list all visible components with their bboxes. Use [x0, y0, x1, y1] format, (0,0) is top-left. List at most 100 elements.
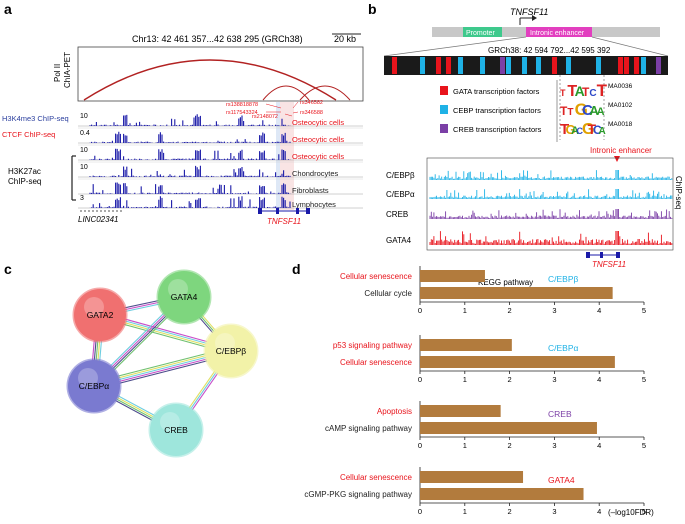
x-tick-label: 3: [552, 441, 556, 450]
x-tick-label: 5: [642, 306, 646, 315]
legend-swatch: [440, 124, 448, 133]
panel-c: c GATA2 GATA4 C/EBPβ C/EBPα CREB: [4, 261, 259, 458]
legend-label: CREB transcription factors: [453, 125, 542, 134]
motif-letter: T: [567, 107, 573, 118]
motif-letter: A: [589, 103, 599, 118]
panel-a: a Chr13: 42 461 357...42 638 295 (GRCh38…: [2, 1, 364, 226]
chip-seq-tracks: 10 Osteocytic cells H3K4me3 ChIP-seq 0.4 Ost…: [2, 113, 363, 209]
tf-track-label: GATA4: [386, 236, 412, 245]
binding-site: [436, 57, 441, 74]
pathway-label: cAMP signaling pathway: [325, 424, 412, 433]
network-nodes: GATA2 GATA4 C/EBPβ C/EBPα CREB: [66, 269, 259, 458]
pathway-label: Cellular senescence: [340, 473, 413, 482]
x-tick-label: 5: [642, 507, 646, 516]
motif-id: MA0018: [608, 121, 633, 128]
x-tick-label: 1: [463, 441, 467, 450]
x-tick-label: 5: [642, 441, 646, 450]
x-tick-label: 0: [418, 507, 422, 516]
tf-track-label: C/EBPβ: [386, 171, 415, 180]
x-tick-label: 0: [418, 306, 422, 315]
x-tick-label: 5: [642, 375, 646, 384]
track-scale: 10: [80, 147, 88, 154]
tf-legend: GATA transcription factors MA0036 CEBP tra…: [440, 83, 633, 134]
scale-bar-label: 20 kb: [334, 34, 356, 44]
motif-letter: C: [577, 126, 584, 136]
motif-letter: G: [582, 121, 594, 138]
enhancer-label: Intronic enhancer: [530, 30, 585, 37]
motif-letter: T: [560, 104, 568, 118]
binding-site: [392, 57, 397, 74]
x-tick-label: 1: [463, 306, 467, 315]
tf-chip-signal: [429, 189, 673, 199]
chia-label-1: Pol II: [53, 64, 62, 82]
tf-series-label: GATA4: [548, 475, 575, 485]
network-node[interactable]: [203, 323, 259, 379]
network-node-label: C/EBPα: [79, 381, 110, 391]
binding-site: [656, 57, 661, 74]
tf-track-label: CREB: [386, 210, 408, 219]
motif-letter: T: [588, 121, 597, 137]
binding-site: [446, 57, 451, 74]
snp-highlight: [280, 102, 294, 210]
snp-label: rs138818878: [226, 102, 258, 108]
motif-letter: T: [597, 81, 608, 100]
chia-loop-small-2: [299, 85, 351, 101]
panel-b: b TNFSF11 Promoter Intronic enhancer GRC…: [368, 1, 683, 269]
gene-right-label: TNFSF11: [267, 217, 301, 226]
pathway-label: Apoptosis: [377, 407, 412, 416]
legend-swatch: [440, 105, 448, 114]
promoter-box: [463, 27, 502, 37]
pathway-label: cGMP-PKG signaling pathway: [304, 490, 412, 499]
motif-letter: A: [571, 125, 579, 137]
tf-series-label: CREB: [548, 409, 572, 419]
snp-leader-line: [284, 113, 293, 117]
kegg-bar-chart: 0 1 2 3 4 5 Cellular senescence Cellular cycle C…: [304, 266, 646, 516]
motif-letter: T: [567, 83, 577, 100]
x-tick-label: 1: [463, 375, 467, 384]
x-tick-label: 3: [552, 375, 556, 384]
chip-signal: [89, 148, 291, 160]
kegg-bar: [420, 339, 512, 351]
x-tick-label: 1: [463, 507, 467, 516]
x-tick-label: 2: [508, 375, 512, 384]
network-node[interactable]: [66, 358, 122, 414]
binding-site: [566, 57, 571, 74]
x-tick-label: 4: [597, 306, 601, 315]
locus-coordinates: Chr13: 42 461 357...42 638 295 (GRCh38): [132, 34, 303, 44]
track-cell-type: Chondrocytes: [292, 169, 339, 178]
track-cell-type: Osteocytic cells: [292, 135, 344, 144]
track-name: CTCF ChIP-seq: [2, 130, 55, 139]
motif-letter: G: [566, 122, 576, 137]
kegg-bar: [420, 270, 485, 282]
chip-signal: [89, 114, 291, 126]
binding-site: [634, 57, 639, 74]
network-node[interactable]: [156, 269, 212, 325]
tf-series-label: C/EBPβ: [548, 274, 579, 284]
binding-site: [596, 57, 601, 74]
binding-site: [552, 57, 557, 74]
x-tick-label: 0: [418, 441, 422, 450]
kegg-bar: [420, 488, 584, 500]
network-node[interactable]: [72, 287, 128, 343]
binding-site: [624, 57, 629, 74]
x-tick-label: 2: [508, 441, 512, 450]
panel-a-label: a: [4, 1, 12, 17]
snp-leader-line: [292, 111, 299, 114]
h3k27ac-label-1: H3K27ac: [8, 167, 41, 176]
binding-site: [506, 57, 511, 74]
panel-c-label: c: [4, 261, 12, 277]
sequence-coordinates: GRCh38: 42 594 792...42 595 392: [488, 46, 611, 55]
network-node[interactable]: [148, 402, 204, 458]
motif-letter: T: [582, 85, 590, 99]
binding-site: [536, 57, 541, 74]
x-tick-label: 3: [552, 306, 556, 315]
kegg-bar: [420, 471, 524, 483]
tf-chip-signal: [429, 170, 673, 180]
motif-id: MA0036: [608, 83, 633, 90]
legend-swatch: [440, 86, 448, 95]
enhancer-highlight: [276, 102, 280, 210]
chart-title: KEGG pathway: [478, 278, 533, 287]
x-tick-label: 2: [508, 507, 512, 516]
binding-site: [500, 57, 505, 74]
